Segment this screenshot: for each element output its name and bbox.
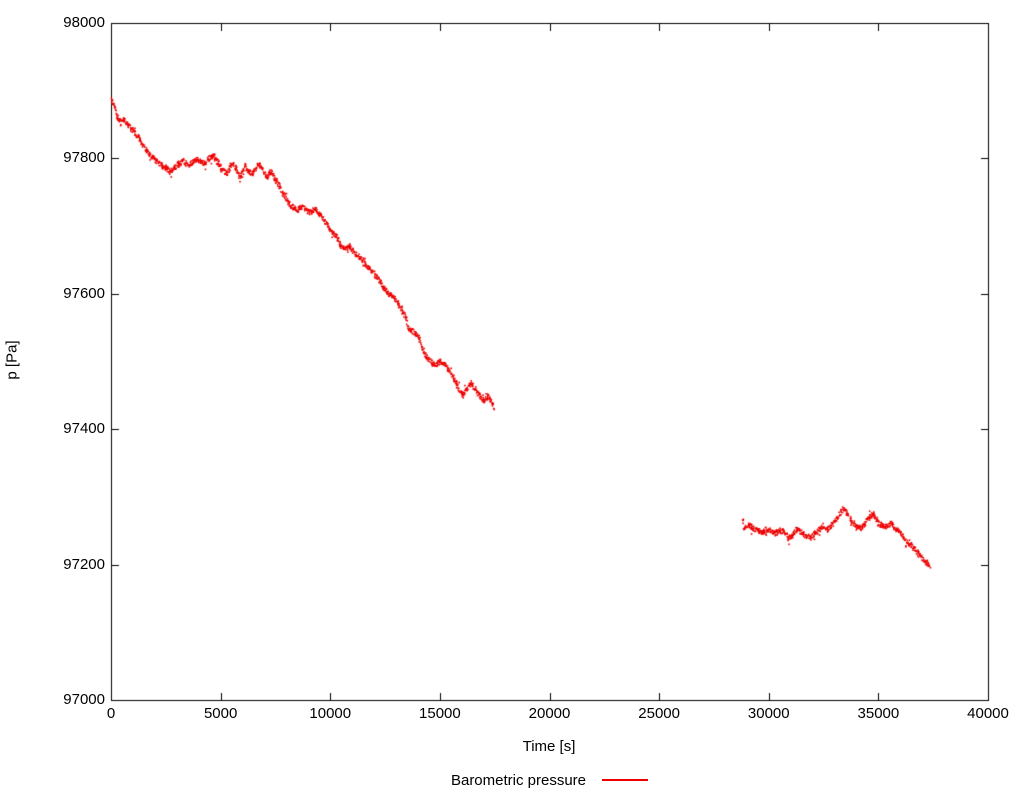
legend: Barometric pressure (111, 770, 988, 790)
y-axis-label: p [Pa] (3, 340, 21, 380)
legend-line-sample (602, 779, 649, 781)
x-axis-label: Time [s] (522, 738, 576, 755)
legend-label: Barometric pressure (450, 771, 587, 789)
